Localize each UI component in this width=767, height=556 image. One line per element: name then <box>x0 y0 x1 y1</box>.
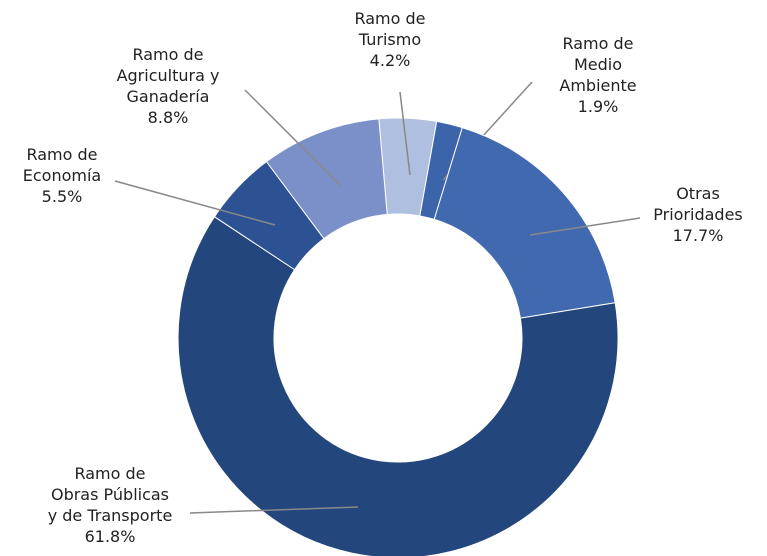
leader-line <box>399 91 411 176</box>
slice-label: Ramo de Obras Públicas y de Transporte 61… <box>10 463 210 547</box>
category-label: Ramo de Medio Ambiente <box>559 34 637 95</box>
category-label: Otras Prioridades <box>653 184 743 224</box>
slice-label: Ramo de Economía 5.5% <box>0 144 162 207</box>
leader-line <box>244 89 341 186</box>
slice <box>177 215 619 556</box>
category-label: Ramo de Agricultura y Ganadería <box>116 45 220 106</box>
value-label: 4.2% <box>369 51 411 70</box>
leader-line <box>114 180 276 226</box>
category-label: Ramo de Turismo <box>354 9 426 49</box>
leader-line <box>189 506 359 514</box>
value-label: 8.8% <box>147 108 189 127</box>
category-label: Ramo de Economía <box>22 145 102 185</box>
value-label: 5.5% <box>41 187 83 206</box>
slice-label: Otras Prioridades 17.7% <box>598 183 767 246</box>
value-label: 17.7% <box>672 226 724 245</box>
slice-label: Ramo de Turismo 4.2% <box>290 8 490 71</box>
slice <box>433 126 616 319</box>
category-label: Ramo de Obras Públicas y de Transporte <box>47 464 173 525</box>
value-label: 1.9% <box>577 97 619 116</box>
leader-line <box>529 217 641 236</box>
slice-label: Ramo de Agricultura y Ganadería 8.8% <box>68 44 268 128</box>
value-label: 61.8% <box>84 527 136 546</box>
slice-label: Ramo de Medio Ambiente 1.9% <box>498 33 698 117</box>
